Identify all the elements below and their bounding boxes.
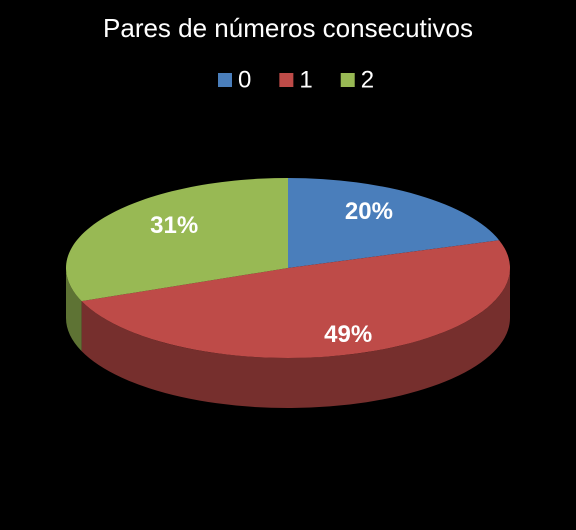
slice	[288, 178, 500, 268]
slice-side	[66, 268, 82, 352]
legend-label: 1	[299, 66, 312, 93]
data-label: 49%	[324, 321, 372, 348]
legend-swatch	[279, 73, 294, 87]
data-label: 20%	[345, 198, 393, 225]
slice	[81, 240, 510, 358]
legend-label: 2	[361, 66, 374, 93]
slice	[66, 178, 288, 302]
chart-title: Pares de números consecutivos	[103, 13, 473, 43]
data-label: 31%	[150, 212, 198, 239]
legend-swatch	[340, 73, 355, 87]
legend-label: 0	[238, 66, 251, 93]
slice-side	[81, 268, 510, 409]
legend-swatch	[218, 73, 232, 87]
